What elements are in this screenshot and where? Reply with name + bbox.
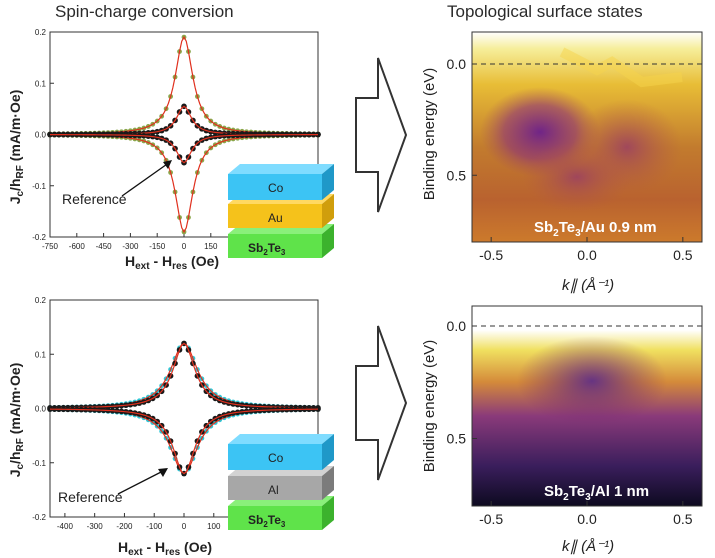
data-point — [315, 131, 321, 138]
sbte-layer: Sb2Te3 — [228, 496, 334, 530]
data-point — [315, 406, 321, 412]
bottom-stack-diagram: Sb2Te3 Al Co — [228, 434, 334, 530]
y-tick-label: -0.2 — [32, 233, 46, 242]
fit-line — [49, 342, 319, 409]
y-tick-label: 0.0 — [447, 56, 467, 72]
sbte-layer: Sb2Te3 — [228, 224, 334, 258]
top-left-chart: -0.2 -0.1 0.0 0.1 0.2 -750 -600 -450 -300 -150 0 1… — [7, 28, 321, 272]
x-tick-label: -400 — [57, 522, 74, 531]
y-axis-label: Binding energy (eV) — [421, 340, 438, 473]
x-tick-label: -0.5 — [479, 247, 503, 263]
y-axis-label: Jc/hRF (mA/m·Oe) — [7, 90, 26, 205]
x-tick-label: 150 — [204, 242, 218, 251]
y-tick-label: 0.1 — [35, 79, 47, 88]
reference-arrowhead — [163, 160, 172, 169]
fit-line — [49, 408, 319, 475]
x-tick-label: -300 — [122, 242, 139, 251]
x-tick-label: 0 — [182, 242, 187, 251]
stack-au-label: Au — [268, 211, 283, 225]
top-flow-arrow — [355, 57, 408, 213]
y-tick-label: -0.1 — [32, 182, 46, 191]
bottom-flow-arrow — [355, 325, 408, 481]
x-axis-label: Hext - Hres (Oe) — [125, 253, 219, 272]
x-tick-label: 0.5 — [673, 247, 693, 263]
reference-label: Reference — [58, 489, 123, 505]
x-tick-label: 0.0 — [577, 511, 597, 527]
data-point — [47, 406, 53, 412]
y-tick-label: 0.5 — [447, 167, 467, 183]
y-tick-label: 0.0 — [35, 131, 47, 140]
x-tick-label: -450 — [96, 242, 113, 251]
sample-label: Sb2Te3/Au 0.9 nm — [534, 219, 657, 239]
x-tick-label: -150 — [149, 242, 166, 251]
y-tick-label: -0.2 — [32, 513, 46, 522]
y-tick-label: 0.2 — [35, 296, 47, 305]
reference-arrow — [117, 469, 166, 495]
reference-arrow — [121, 161, 171, 197]
bottom-arpes-panel: Binding energy (eV) 0.0 0.5 -0.5 0.0 0.5 k∥… — [421, 305, 703, 555]
x-tick-label: -750 — [42, 242, 59, 251]
stack-al-label: Al — [268, 483, 279, 497]
y-tick-label: 0.5 — [447, 431, 467, 447]
x-tick-label: -0.5 — [479, 511, 503, 527]
x-tick-label: 100 — [207, 522, 221, 531]
top-arpes-panel: Binding energy (eV) 0.0 0.5 -0.5 0.0 0.5 k∥… — [421, 31, 703, 294]
x-tick-label: -100 — [146, 522, 163, 531]
x-tick-label: -200 — [116, 522, 133, 531]
y-axis-label: Jc/hRF (mA/m·Oe) — [7, 363, 26, 478]
x-tick-label: -600 — [69, 242, 86, 251]
co-layer: Co — [228, 164, 334, 200]
left-section-title: Spin-charge conversion — [55, 2, 234, 21]
co-layer: Co — [228, 434, 334, 470]
stack-co-label: Co — [268, 181, 284, 195]
stack-sbte-label: Sb2Te3 — [248, 241, 286, 257]
y-tick-label: 0.0 — [447, 318, 467, 334]
reference-label: Reference — [62, 191, 127, 207]
fit-line — [49, 134, 319, 164]
y-axis-label: Binding energy (eV) — [421, 68, 438, 201]
stack-co-label: Co — [268, 451, 284, 465]
y-tick-label: -0.1 — [32, 459, 46, 468]
sample-label: Sb2Te3/Al 1 nm — [544, 483, 649, 503]
al-layer: Al — [228, 466, 334, 500]
y-tick-label: 0.2 — [35, 28, 47, 37]
stack-sbte-label: Sb2Te3 — [248, 513, 286, 529]
x-axis-label: k∥ (Å⁻¹) — [562, 277, 614, 294]
top-stack-diagram: Sb2Te3 Au Co — [228, 164, 334, 258]
reference-arrowhead — [158, 468, 168, 477]
data-point — [47, 131, 53, 138]
y-tick-label: 0.0 — [35, 405, 47, 414]
x-axis-label: k∥ (Å⁻¹) — [562, 538, 614, 555]
x-axis-label: Hext - Hres (Oe) — [118, 539, 212, 558]
y-tick-label: 0.1 — [35, 350, 47, 359]
x-tick-label: -300 — [87, 522, 104, 531]
x-tick-label: 0 — [182, 522, 187, 531]
x-tick-label: 0.5 — [673, 511, 693, 527]
right-section-title: Topological surface states — [447, 2, 643, 21]
x-tick-label: 0.0 — [577, 247, 597, 263]
